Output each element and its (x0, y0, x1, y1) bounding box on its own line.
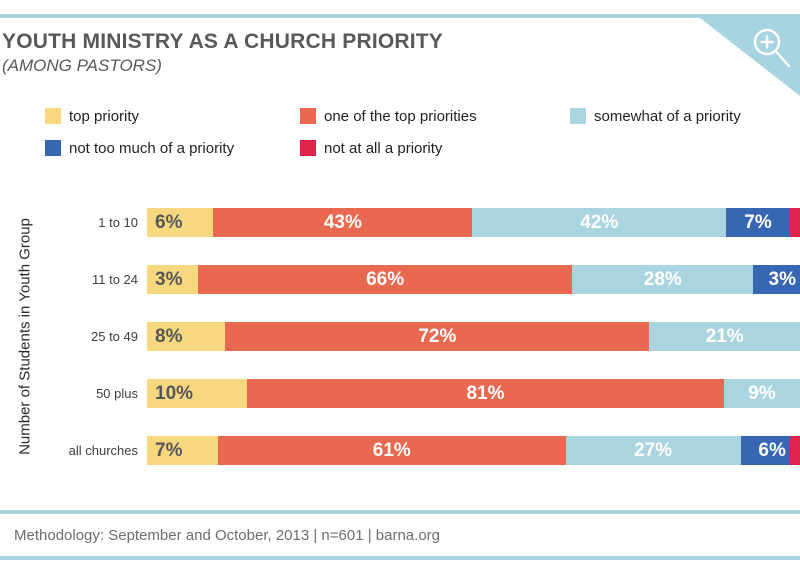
category-label: 11 to 24 (91, 272, 138, 287)
bar-segment: 21% (649, 322, 800, 351)
page-subtitle: (AMONG PASTORS) (2, 56, 162, 76)
chart-row: 1 to 10 6% 43% 42% 7% (0, 208, 800, 237)
bar-segment: 3% (147, 265, 198, 294)
segment-value-label: 6% (758, 440, 786, 461)
legend-label: one of the top priorities (324, 107, 477, 125)
stacked-bar: 6% 43% 42% 7% (147, 208, 800, 237)
bar-segment: 3% (753, 265, 800, 294)
bar-segment: 6% (147, 208, 214, 237)
top-accent-line (0, 14, 800, 18)
segment-value-label: 72% (418, 326, 457, 347)
footer-divider-bottom (0, 556, 800, 560)
bar-segment: 81% (247, 379, 724, 408)
segment-value-label: 7% (155, 440, 183, 461)
bar-segment (789, 208, 800, 237)
bar-segment: 42% (472, 208, 727, 237)
category-label: 25 to 49 (91, 329, 138, 344)
legend-item: not too much of a priority (45, 139, 235, 157)
legend-swatch (300, 108, 316, 124)
methodology-text: Methodology: September and October, 2013… (14, 527, 440, 544)
legend-swatch (300, 140, 316, 156)
segment-value-label: 42% (580, 212, 619, 233)
legend-swatch (45, 140, 61, 156)
segment-value-label: 21% (705, 326, 744, 347)
legend-item: top priority (45, 107, 140, 125)
legend-item: one of the top priorities (300, 107, 477, 125)
legend-swatch (570, 108, 586, 124)
bar-segment: 28% (572, 265, 754, 294)
bar-segment: 8% (147, 322, 226, 351)
segment-value-label: 9% (748, 383, 776, 404)
chart-row: 25 to 49 8% 72% 21% (0, 322, 800, 351)
bar-segment: 66% (197, 265, 573, 294)
legend-label: somewhat of a priority (594, 107, 741, 125)
segment-value-label: 3% (155, 269, 183, 290)
category-label: 1 to 10 (98, 215, 138, 230)
legend-label: not too much of a priority (69, 139, 235, 157)
legend-item: somewhat of a priority (570, 107, 741, 125)
title-block: YOUTH MINISTRY AS A CHURCH PRIORITY (AMO… (2, 30, 443, 76)
segment-value-label: 43% (323, 212, 362, 233)
bar-segment (789, 436, 800, 465)
legend-item: not at all a priority (300, 139, 443, 157)
footer-divider-top (0, 510, 800, 514)
stacked-bar: 7% 61% 27% 6% (147, 436, 800, 465)
bar-segment: 61% (217, 436, 566, 465)
segment-value-label: 8% (155, 326, 183, 347)
bar-segment: 10% (147, 379, 248, 408)
segment-value-label: 7% (744, 212, 772, 233)
stacked-bar: 8% 72% 21% (147, 322, 800, 351)
legend-label: top priority (69, 107, 140, 125)
segment-value-label: 10% (155, 383, 194, 404)
segment-value-label: 61% (372, 440, 411, 461)
segment-value-label: 6% (155, 212, 183, 233)
stacked-bar: 10% 81% 9% (147, 379, 800, 408)
bar-segment: 9% (723, 379, 800, 408)
bar-segment: 7% (726, 208, 790, 237)
chart-row: 50 plus 10% 81% 9% (0, 379, 800, 408)
bar-segment: 43% (213, 208, 473, 237)
bar-segment: 27% (565, 436, 741, 465)
category-label: all churches (68, 443, 138, 458)
segment-value-label: 27% (634, 440, 673, 461)
magnifier-plus-icon (753, 28, 791, 68)
legend-swatch (45, 108, 61, 124)
stacked-bar: 3% 66% 28% 3% (147, 265, 800, 294)
bar-segment: 72% (225, 322, 650, 351)
segment-value-label: 66% (366, 269, 405, 290)
segment-value-label: 28% (643, 269, 682, 290)
chart-row: 11 to 24 3% 66% 28% 3% (0, 265, 800, 294)
segment-value-label: 3% (768, 269, 796, 290)
bar-segment: 6% (740, 436, 790, 465)
category-label: 50 plus (96, 386, 138, 401)
page-title: YOUTH MINISTRY AS A CHURCH PRIORITY (2, 30, 444, 53)
legend-label: not at all a priority (324, 139, 443, 157)
corner-triangle (700, 18, 800, 96)
corner-zoom-badge[interactable] (700, 18, 800, 97)
segment-value-label: 81% (466, 383, 505, 404)
bar-segment: 7% (147, 436, 218, 465)
chart-row: all churches 7% 61% 27% 6% (0, 436, 800, 465)
